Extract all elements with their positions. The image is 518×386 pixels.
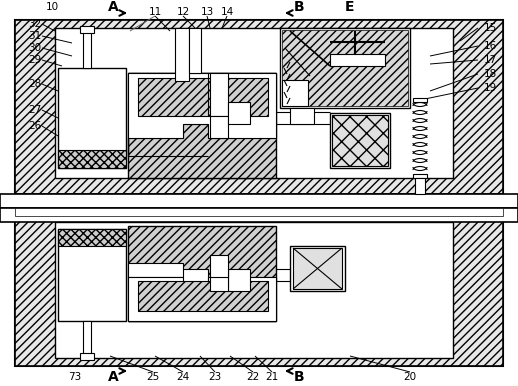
Bar bbox=[228, 269, 250, 291]
Bar bbox=[413, 174, 427, 178]
Bar bbox=[138, 78, 268, 116]
Text: 21: 21 bbox=[265, 372, 279, 382]
Bar bbox=[128, 263, 183, 277]
Bar bbox=[228, 102, 250, 124]
Bar bbox=[55, 28, 453, 178]
Text: 73: 73 bbox=[68, 372, 82, 382]
Bar bbox=[332, 115, 388, 166]
Bar bbox=[58, 150, 126, 168]
Bar bbox=[80, 353, 94, 360]
Bar bbox=[128, 73, 276, 178]
Text: 30: 30 bbox=[28, 43, 41, 53]
Text: 10: 10 bbox=[46, 2, 59, 12]
Text: 14: 14 bbox=[220, 7, 234, 17]
Text: 15: 15 bbox=[483, 23, 497, 33]
Bar bbox=[15, 208, 503, 216]
Text: 22: 22 bbox=[247, 372, 260, 382]
Text: 11: 11 bbox=[148, 7, 162, 17]
Bar bbox=[15, 20, 503, 194]
Text: 31: 31 bbox=[28, 31, 41, 41]
Text: 32: 32 bbox=[28, 19, 41, 29]
Bar bbox=[189, 28, 201, 73]
Text: 25: 25 bbox=[147, 372, 160, 382]
Bar bbox=[58, 229, 126, 321]
Text: 28: 28 bbox=[28, 79, 41, 89]
Bar bbox=[55, 222, 453, 358]
Bar bbox=[128, 124, 183, 138]
Bar bbox=[58, 68, 126, 168]
Bar bbox=[282, 30, 408, 106]
Bar bbox=[330, 113, 390, 168]
Text: A: A bbox=[108, 0, 119, 14]
Text: D: D bbox=[1, 205, 11, 217]
Text: A: A bbox=[108, 370, 119, 384]
Text: 17: 17 bbox=[483, 55, 497, 65]
Text: 29: 29 bbox=[28, 55, 41, 65]
Bar bbox=[210, 255, 228, 277]
Bar bbox=[58, 229, 126, 246]
Bar bbox=[290, 246, 345, 291]
Text: 27: 27 bbox=[28, 105, 41, 115]
Bar bbox=[138, 281, 268, 311]
Text: 26: 26 bbox=[28, 121, 41, 131]
Bar bbox=[83, 321, 91, 356]
Bar bbox=[290, 108, 314, 124]
Bar bbox=[128, 269, 208, 291]
Bar bbox=[128, 102, 208, 124]
Bar bbox=[280, 28, 410, 108]
Bar bbox=[15, 20, 503, 366]
Text: 12: 12 bbox=[176, 7, 190, 17]
Text: 20: 20 bbox=[404, 372, 416, 382]
Text: B: B bbox=[294, 0, 304, 14]
Polygon shape bbox=[128, 73, 276, 138]
Bar bbox=[128, 226, 276, 321]
Bar bbox=[413, 98, 427, 102]
Bar bbox=[15, 208, 503, 366]
Bar bbox=[293, 248, 342, 289]
Bar bbox=[210, 73, 228, 116]
Text: 16: 16 bbox=[483, 41, 497, 51]
Bar bbox=[282, 80, 308, 106]
Bar bbox=[80, 26, 94, 33]
Bar bbox=[0, 208, 518, 222]
Text: 13: 13 bbox=[200, 7, 213, 17]
Bar bbox=[175, 28, 189, 81]
Text: E: E bbox=[346, 0, 355, 14]
Bar bbox=[83, 30, 91, 68]
Text: 23: 23 bbox=[208, 372, 222, 382]
Text: B: B bbox=[294, 370, 304, 384]
Text: D: D bbox=[507, 205, 517, 217]
Bar bbox=[210, 269, 228, 291]
Bar bbox=[210, 116, 228, 138]
Bar bbox=[415, 178, 425, 194]
Text: 24: 24 bbox=[176, 372, 190, 382]
Bar bbox=[330, 54, 385, 66]
Polygon shape bbox=[128, 277, 276, 321]
Text: 18: 18 bbox=[483, 69, 497, 79]
Bar bbox=[0, 194, 518, 208]
Text: 19: 19 bbox=[483, 83, 497, 93]
